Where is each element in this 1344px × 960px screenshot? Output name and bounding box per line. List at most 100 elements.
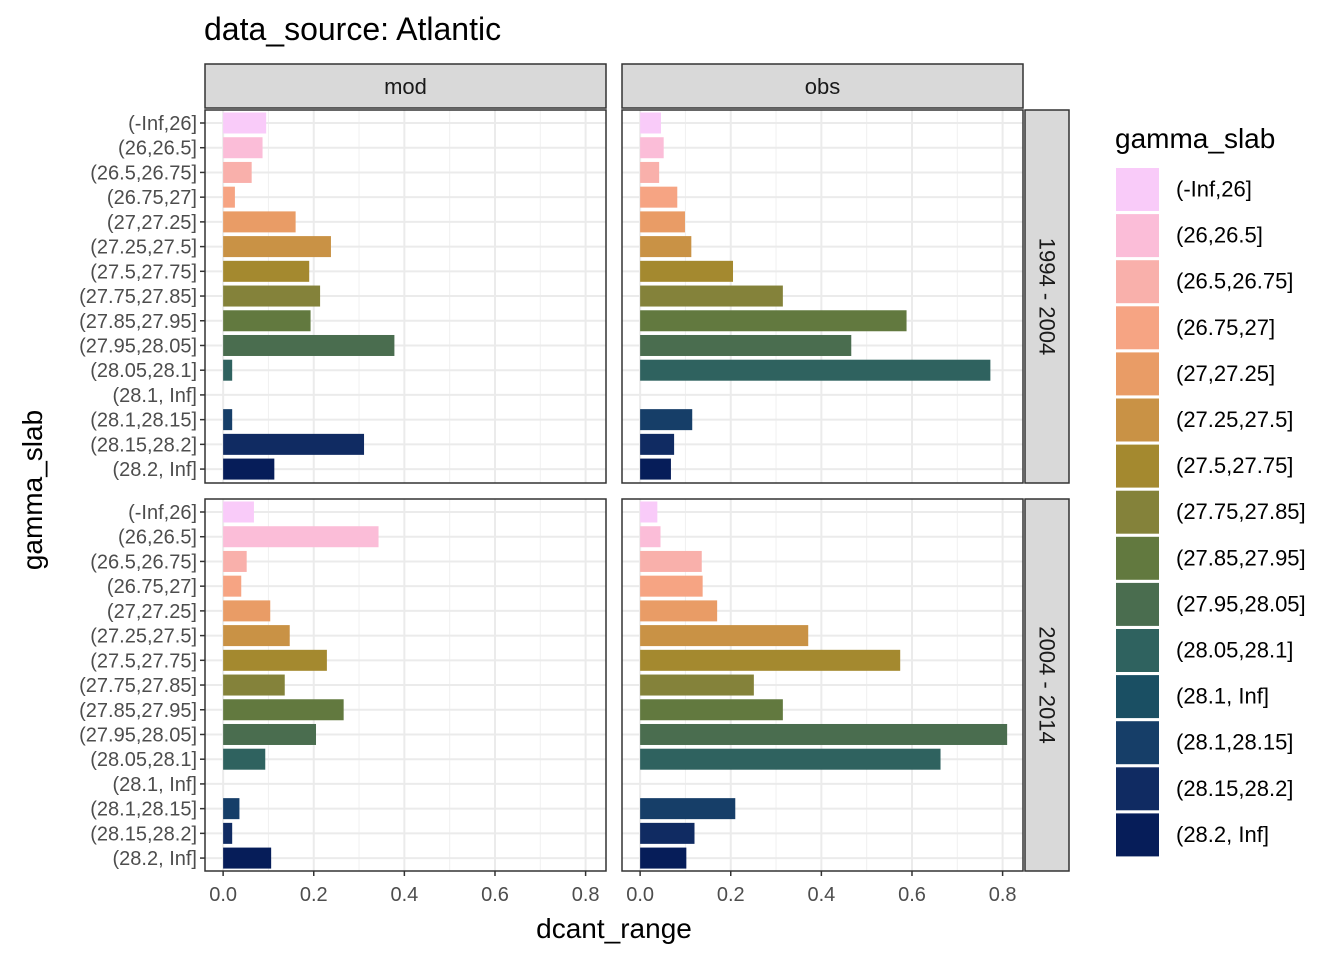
bar — [640, 186, 678, 208]
legend-title: gamma_slab — [1115, 123, 1275, 154]
x-axis-title: dcant_range — [536, 913, 692, 944]
bar — [640, 137, 664, 159]
facet-strip-row-0 — [1024, 109, 1070, 484]
legend-key — [1116, 629, 1159, 672]
bar — [223, 458, 275, 480]
facet-strip-label: mod — [384, 74, 427, 99]
bar — [223, 847, 272, 869]
facet-strip-obs — [621, 63, 1024, 109]
legend-item: (27.25,27.5] — [1116, 398, 1293, 442]
bar — [223, 236, 331, 258]
bar — [223, 723, 317, 745]
bar — [223, 334, 395, 356]
facet-strip-label: 2004 - 2014 — [1035, 626, 1060, 743]
legend-key — [1116, 398, 1159, 442]
bar — [223, 822, 233, 844]
legend-label: (28.1,28.15] — [1176, 730, 1293, 755]
x-tick-label: 0.0 — [209, 884, 237, 906]
legend-label: (26,26.5] — [1176, 223, 1263, 248]
legend-key — [1116, 536, 1159, 580]
bar — [640, 649, 901, 671]
bar — [640, 575, 703, 597]
y-tick-label: (27.75,27.85] — [79, 675, 197, 697]
panel-border — [621, 498, 1024, 872]
bar — [640, 723, 1008, 745]
legend-key — [1116, 214, 1159, 258]
bar — [640, 285, 783, 307]
y-tick-label: (27.75,27.85] — [79, 286, 197, 308]
x-tick-label: 0.6 — [481, 884, 509, 906]
legend-label: (28.15,28.2] — [1176, 776, 1293, 801]
legend-item: (27.85,27.95] — [1116, 536, 1306, 580]
legend-label: (27,27.25] — [1176, 361, 1275, 386]
panel-obs-1: 0.0 0.2 0.4 0.6 0.8 — [621, 498, 1024, 906]
bar — [223, 699, 344, 721]
bar — [223, 649, 327, 671]
legend-item: (28.2, Inf] — [1116, 813, 1269, 857]
bar — [640, 260, 734, 282]
bar — [640, 359, 991, 381]
y-tick-label: (28.1, Inf] — [113, 385, 198, 407]
y-tick-label: (27,27.25] — [107, 601, 197, 623]
y-tick-label: (27.5,27.75] — [90, 261, 197, 283]
legend-item: (27,27.25] — [1116, 352, 1275, 396]
bar — [640, 625, 809, 647]
bar — [223, 137, 263, 159]
legend-key — [1116, 582, 1159, 626]
legend-key — [1116, 813, 1159, 857]
legend-item: (26.5,26.75] — [1116, 260, 1293, 304]
y-tick-label: (28.1, Inf] — [113, 774, 198, 796]
legend-item: (28.05,28.1] — [1116, 629, 1293, 672]
x-tick-label: 0.2 — [300, 884, 328, 906]
legend-key — [1116, 444, 1159, 488]
y-tick-label: (-Inf,26] — [128, 113, 197, 135]
legend-label: (26.5,26.75] — [1176, 269, 1293, 294]
y-tick-label: (27.95,28.05] — [79, 335, 197, 357]
bar — [223, 550, 247, 572]
panel-obs-0 — [621, 109, 1024, 484]
y-tick-label: (28.1,28.15] — [90, 799, 197, 821]
x-tick-label: 0.4 — [807, 884, 835, 906]
bar — [640, 699, 783, 721]
y-tick-label: (26.5,26.75] — [90, 551, 197, 573]
bar — [223, 285, 321, 307]
legend-key — [1116, 767, 1159, 811]
y-tick-label: (28.05,28.1] — [90, 749, 197, 771]
legend-key — [1116, 352, 1159, 396]
y-tick-label: (26,26.5] — [118, 138, 197, 160]
x-tick-label: 0.2 — [717, 884, 745, 906]
bar — [640, 409, 693, 431]
facet-strip-label: obs — [805, 74, 840, 99]
legend-key — [1116, 306, 1159, 350]
legend-label: (26.75,27] — [1176, 315, 1275, 340]
legend-label: (28.2, Inf] — [1176, 822, 1269, 847]
bar — [640, 458, 671, 480]
y-tick-label: (27.5,27.75] — [90, 650, 197, 672]
bar — [640, 600, 718, 622]
bar — [640, 847, 687, 869]
y-tick-label: (27.95,28.05] — [79, 724, 197, 746]
bar — [640, 310, 907, 332]
legend-key — [1116, 168, 1159, 211]
legend-item: (27.75,27.85] — [1116, 490, 1306, 534]
bar — [223, 625, 290, 647]
bar — [223, 359, 233, 381]
legend-key — [1116, 675, 1159, 719]
legend-key — [1116, 721, 1159, 765]
legend-label: (28.05,28.1] — [1176, 638, 1293, 663]
bar — [640, 501, 658, 523]
panel-mod-1: (-Inf,26] (26,26.5](26.5,26.75] (26.75,27]… — [79, 498, 607, 906]
legend-key — [1116, 260, 1159, 304]
bar — [640, 798, 736, 820]
x-tick-label: 0.8 — [989, 884, 1017, 906]
legend-item: (28.1, Inf] — [1116, 675, 1269, 719]
facet-strip-mod — [204, 63, 607, 109]
bar — [223, 186, 235, 208]
y-tick-label: (26,26.5] — [118, 527, 197, 549]
bar — [640, 526, 661, 548]
bar — [223, 161, 252, 183]
facet-strip-row-1 — [1024, 498, 1070, 872]
panel-border — [621, 109, 1024, 484]
chart-title: data_source: Atlantic — [204, 11, 501, 47]
